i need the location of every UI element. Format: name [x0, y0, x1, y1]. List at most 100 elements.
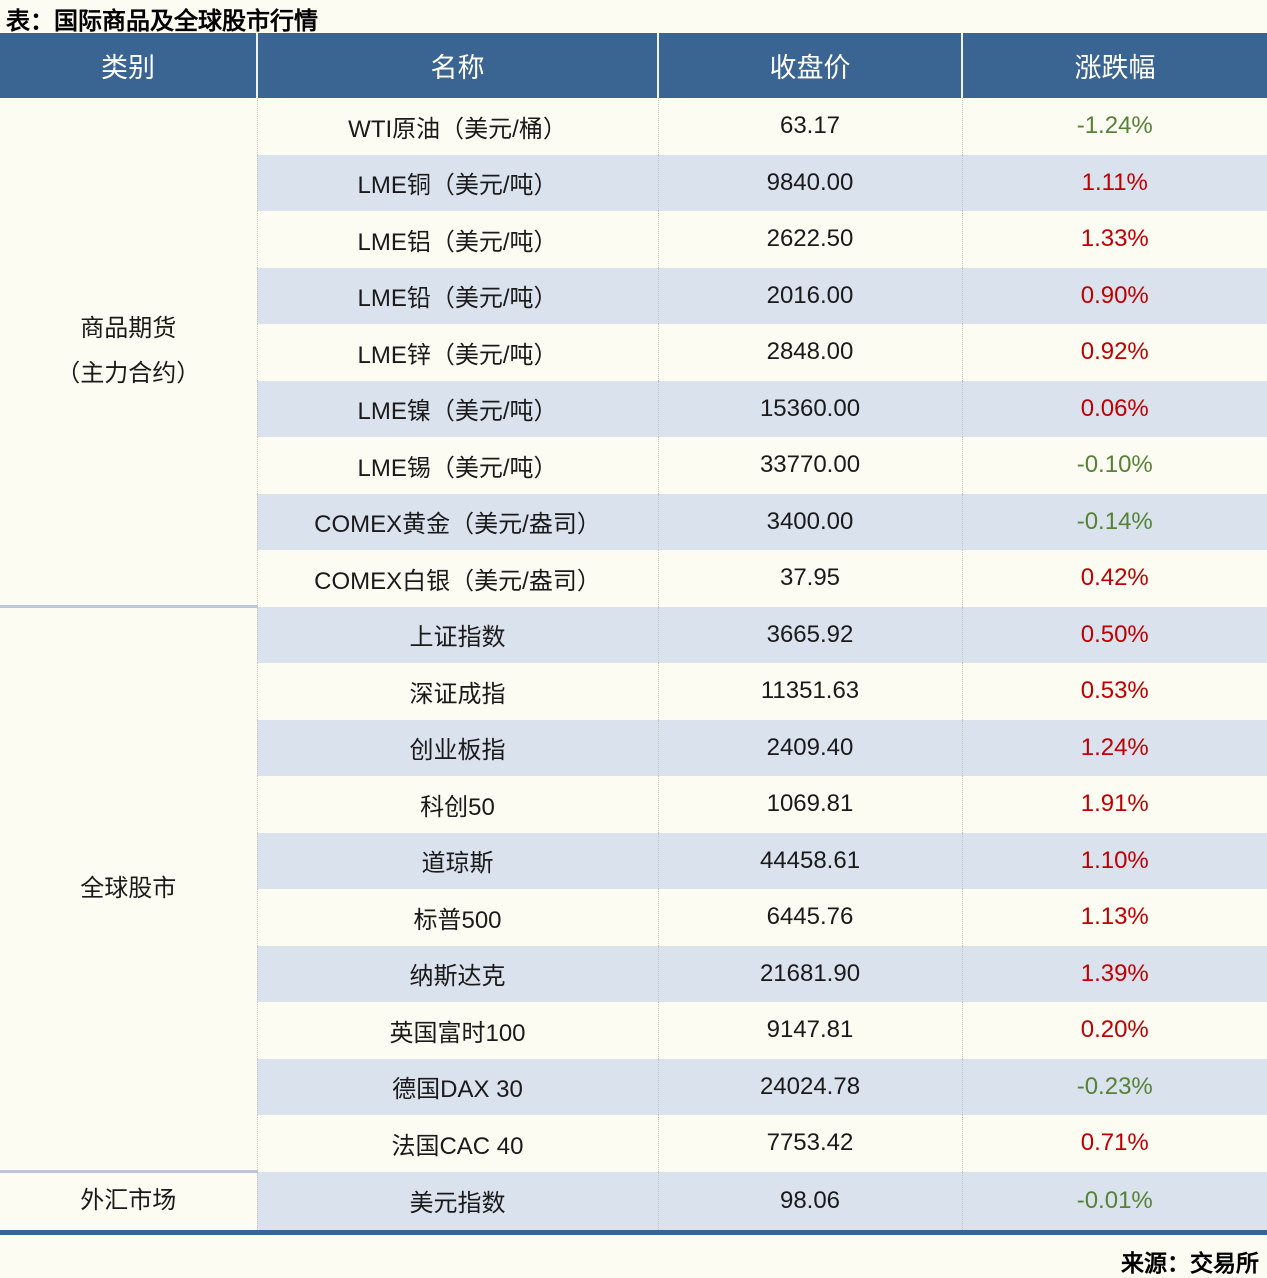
table-row: 法国CAC 40 7753.42 0.71%	[0, 1115, 1267, 1172]
change-value: 0.71%	[1080, 1129, 1149, 1157]
change-cell: 0.53%	[962, 663, 1267, 720]
table-row: LME铜（美元/吨） 9840.00 1.11%	[0, 154, 1267, 211]
name-cell: 道琼斯	[257, 832, 659, 889]
table-row: COMEX白银（美元/盎司） 37.95 0.42%	[0, 550, 1267, 607]
table-row: 标普500 6445.76 1.13%	[0, 889, 1267, 946]
name-cell: 深证成指	[257, 663, 659, 720]
change-cell: 0.42%	[962, 550, 1267, 607]
change-cell: 1.24%	[962, 719, 1267, 776]
change-cell: 1.13%	[962, 889, 1267, 946]
table-row: 外汇市场 美元指数 98.06 -0.01%	[0, 1170, 1267, 1232]
change-value: 0.20%	[1080, 1016, 1149, 1044]
category-label-line1: 全球股市	[80, 874, 177, 902]
name-cell: LME铝（美元/吨）	[257, 211, 659, 268]
change-value: 0.42%	[1080, 564, 1149, 592]
close-cell: 9147.81	[658, 1002, 963, 1059]
header-row: 类别 名称 收盘价 涨跌幅	[0, 33, 1267, 98]
name-cell: 英国富时100	[257, 1002, 659, 1059]
change-value: 0.53%	[1080, 677, 1149, 705]
table-row: 深证成指 11351.63 0.53%	[0, 663, 1267, 720]
header-category: 类别	[0, 33, 258, 98]
name-cell: LME铜（美元/吨）	[257, 154, 659, 211]
close-cell: 2016.00	[658, 267, 963, 324]
change-value: 0.50%	[1080, 620, 1149, 648]
change-value: 1.39%	[1080, 959, 1149, 987]
change-cell: 0.90%	[962, 267, 1267, 324]
change-value: 1.24%	[1080, 733, 1149, 761]
category-cell-global-stocks: 全球股市	[0, 605, 258, 1172]
name-cell: WTI原油（美元/桶）	[257, 98, 659, 155]
close-cell: 6445.76	[658, 889, 963, 946]
close-cell: 44458.61	[658, 832, 963, 889]
name-cell: 德国DAX 30	[257, 1058, 659, 1115]
name-cell: 上证指数	[257, 606, 659, 663]
close-cell: 3665.92	[658, 606, 963, 663]
category-label-line2: （主力合约）	[56, 359, 201, 387]
change-cell: 0.06%	[962, 380, 1267, 437]
close-cell: 9840.00	[658, 154, 963, 211]
change-value: -0.10%	[1076, 451, 1153, 479]
table-row: LME镍（美元/吨） 15360.00 0.06%	[0, 380, 1267, 437]
change-cell: 0.20%	[962, 1002, 1267, 1059]
close-cell: 98.06	[658, 1171, 963, 1232]
change-value: 1.91%	[1080, 790, 1149, 818]
change-value: -0.14%	[1076, 507, 1153, 535]
header-close: 收盘价	[658, 33, 963, 98]
change-value: -0.01%	[1076, 1186, 1153, 1214]
table-row: LME铅（美元/吨） 2016.00 0.90%	[0, 267, 1267, 324]
page-title: 表：国际商品及全球股市行情	[6, 8, 318, 35]
table-row: 德国DAX 30 24024.78 -0.23%	[0, 1058, 1267, 1115]
change-value: -0.23%	[1076, 1072, 1153, 1100]
change-cell: -1.24%	[962, 98, 1267, 155]
category-label-line1: 外汇市场	[80, 1187, 177, 1215]
close-cell: 3400.00	[658, 493, 963, 550]
table-row: 道琼斯 44458.61 1.10%	[0, 832, 1267, 889]
close-cell: 11351.63	[658, 663, 963, 720]
name-cell: 法国CAC 40	[257, 1115, 659, 1172]
table-row: 英国富时100 9147.81 0.20%	[0, 1002, 1267, 1059]
name-cell: 科创50	[257, 776, 659, 833]
close-cell: 63.17	[658, 98, 963, 155]
table-row: LME锡（美元/吨） 33770.00 -0.10%	[0, 437, 1267, 494]
close-cell: 1069.81	[658, 776, 963, 833]
change-cell: 0.71%	[962, 1115, 1267, 1172]
close-cell: 7753.42	[658, 1115, 963, 1172]
table-row: 科创50 1069.81 1.91%	[0, 776, 1267, 833]
change-value: -1.24%	[1076, 112, 1153, 140]
close-cell: 21681.90	[658, 945, 963, 1002]
change-value: 1.33%	[1080, 225, 1149, 253]
change-cell: 0.50%	[962, 606, 1267, 663]
table-row: LME锌（美元/吨） 2848.00 0.92%	[0, 324, 1267, 381]
category-cell-forex: 外汇市场	[0, 1170, 258, 1232]
name-cell: 美元指数	[257, 1171, 659, 1232]
change-value: 1.11%	[1081, 168, 1148, 196]
name-cell: 创业板指	[257, 719, 659, 776]
category-cell-commodity-futures: 商品期货 （主力合约）	[0, 98, 258, 607]
change-cell: -0.23%	[962, 1058, 1267, 1115]
change-value: 0.90%	[1080, 281, 1149, 309]
market-table: 类别 名称 收盘价 涨跌幅 商品期货 （主力合约） WTI原油（美元/桶） 63…	[0, 33, 1267, 1235]
header-name: 名称	[257, 33, 659, 98]
table-row: LME铝（美元/吨） 2622.50 1.33%	[0, 211, 1267, 268]
close-cell: 2848.00	[658, 324, 963, 381]
change-cell: 1.10%	[962, 832, 1267, 889]
change-cell: 1.39%	[962, 945, 1267, 1002]
change-cell: 1.33%	[962, 211, 1267, 268]
change-cell: 1.91%	[962, 776, 1267, 833]
source-note: 来源：交易所	[1121, 1249, 1259, 1276]
change-cell: 1.11%	[962, 154, 1267, 211]
category-label-line1: 商品期货	[80, 315, 177, 343]
table-row: 商品期货 （主力合约） WTI原油（美元/桶） 63.17 -1.24%	[0, 98, 1267, 607]
close-cell: 24024.78	[658, 1058, 963, 1115]
name-cell: LME锌（美元/吨）	[257, 324, 659, 381]
close-cell: 37.95	[658, 550, 963, 607]
change-value: 0.06%	[1080, 394, 1149, 422]
name-cell: LME镍（美元/吨）	[257, 380, 659, 437]
change-value: 1.10%	[1080, 846, 1149, 874]
table-row: 纳斯达克 21681.90 1.39%	[0, 945, 1267, 1002]
change-cell: -0.14%	[962, 493, 1267, 550]
close-cell: 15360.00	[658, 380, 963, 437]
change-cell: -0.01%	[962, 1171, 1267, 1232]
name-cell: LME铅（美元/吨）	[257, 267, 659, 324]
name-cell: 纳斯达克	[257, 945, 659, 1002]
